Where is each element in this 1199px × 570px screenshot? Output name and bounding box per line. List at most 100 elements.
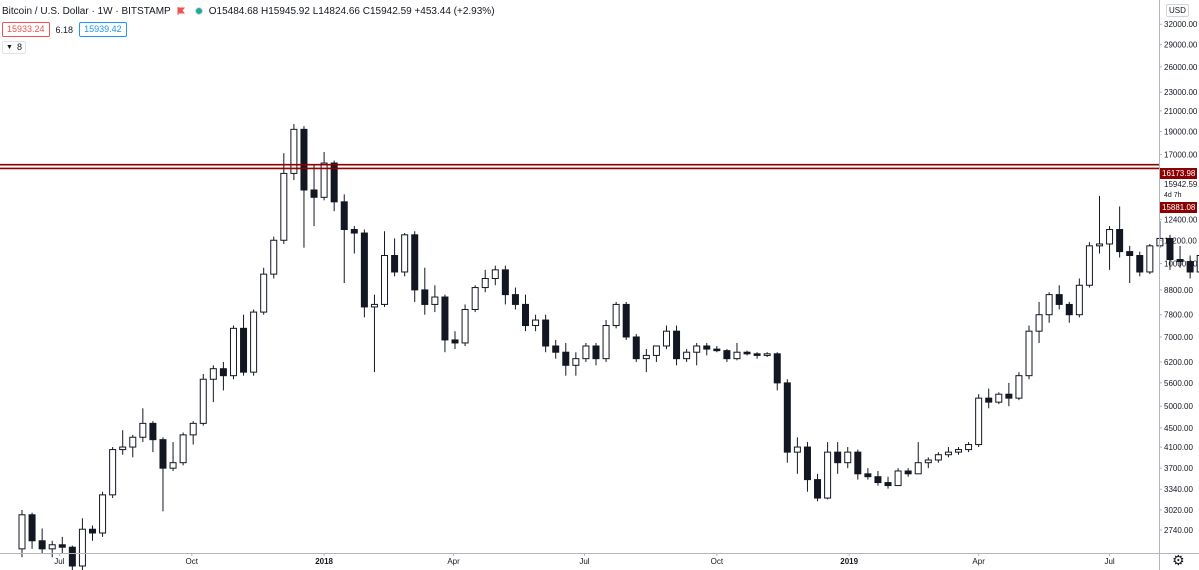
candle-body-up	[532, 319, 540, 327]
candle-body-down	[1055, 294, 1063, 305]
candle	[723, 349, 731, 362]
spread-value: 6.18	[55, 24, 74, 35]
candle-body-up	[78, 528, 86, 567]
price-axis-label: 21000.00	[1164, 107, 1198, 116]
candle-body-down	[411, 234, 419, 291]
indicators-count: 8	[16, 42, 22, 52]
candle-body-up	[612, 303, 620, 327]
candle-body-up	[763, 353, 771, 356]
candle-body-down	[783, 382, 791, 453]
candle-body-down	[743, 351, 751, 355]
candle-body-up	[320, 162, 328, 198]
candle-body-up	[189, 422, 197, 436]
candle	[622, 301, 630, 340]
candle-body-down	[522, 303, 529, 327]
candle	[431, 285, 439, 313]
candle-body-down	[68, 546, 76, 567]
price-axis-label: 10000.00	[1164, 260, 1198, 269]
candle-body-down	[1126, 251, 1134, 257]
candle	[421, 267, 429, 315]
candle-body-down	[854, 451, 862, 475]
plot-background[interactable]	[0, 0, 1159, 553]
candle	[129, 434, 137, 458]
candle-body-up	[733, 351, 741, 360]
candle-body-down	[219, 368, 227, 377]
candle-body-down	[88, 528, 96, 534]
flag-icon[interactable]	[177, 7, 185, 15]
candle-body-up	[109, 449, 117, 496]
candle	[28, 512, 36, 549]
candle	[461, 304, 469, 346]
candle	[109, 447, 117, 499]
time-axis[interactable]: JulOct2018AprJulOct2019AprJulOct2020AprJ…	[54, 553, 1199, 566]
buy-price-button[interactable]: 15939.42	[79, 22, 127, 37]
candle-body-up	[431, 296, 439, 305]
sell-price-button[interactable]: 15933.24	[2, 22, 50, 37]
candle-body-down	[864, 473, 872, 478]
candle	[340, 194, 348, 283]
candle-body-up	[1196, 255, 1199, 273]
candle	[219, 361, 227, 391]
candle	[381, 231, 389, 307]
gear-icon[interactable]: ⚙	[1172, 552, 1185, 568]
candle	[139, 408, 147, 443]
candle	[209, 365, 217, 403]
candle	[944, 447, 952, 458]
price-axis-label: 19000.00	[1164, 128, 1198, 137]
upper-line-price-tag: 16173.98	[1160, 168, 1198, 179]
candle	[1176, 245, 1184, 268]
candle-body-up	[1045, 294, 1053, 316]
candle-body-up	[1085, 245, 1093, 286]
candle	[924, 457, 932, 469]
price-axis-label: 32000.00	[1164, 20, 1198, 29]
candle-body-down	[511, 294, 519, 305]
horizontal-lines-group[interactable]	[0, 163, 1159, 170]
candle	[673, 325, 681, 366]
candle-body-up	[602, 325, 610, 360]
candle	[1065, 301, 1073, 323]
candle	[642, 349, 650, 373]
candle-body-down	[310, 189, 318, 198]
candle-body-down	[1005, 393, 1013, 399]
candle-body-up	[975, 397, 983, 446]
candle	[250, 309, 258, 376]
candle-body-down	[1065, 303, 1073, 316]
currency-button[interactable]: USD	[1166, 4, 1189, 17]
candle-body-down	[1136, 255, 1144, 273]
candle	[360, 229, 368, 318]
price-axis-label: 11200.00	[1164, 236, 1197, 245]
indicators-toggle[interactable]: ▼ 8	[2, 41, 26, 54]
price-axis-label: 7000.00	[1164, 333, 1193, 342]
bid-ask-row: 15933.24 6.18 15939.42	[2, 22, 127, 37]
candle-body-up	[481, 278, 489, 289]
price-axis[interactable]: 32000.00 29000.00 26000.00 23000.00 21000.00…	[1159, 20, 1198, 535]
candle-body-down	[28, 514, 36, 542]
candles-group	[18, 124, 1199, 570]
candle-body-down	[753, 353, 761, 356]
candle	[320, 151, 328, 201]
candle	[290, 124, 298, 181]
candle	[481, 269, 489, 293]
candle-body-up	[229, 327, 237, 377]
market-status-icon[interactable]	[194, 7, 203, 15]
candle	[652, 345, 660, 362]
candle-body-up	[1106, 229, 1114, 245]
candle-body-down	[773, 353, 781, 384]
candle-body-down	[814, 479, 822, 499]
lower-line-price-tag: 15881.08	[1160, 202, 1198, 213]
price-axis-label: 8800.00	[1164, 286, 1193, 295]
candle-body-down	[803, 446, 811, 481]
candle-body-up	[381, 255, 389, 305]
candle-body-up	[48, 544, 56, 550]
candle-body-down	[340, 201, 348, 231]
candle	[1085, 242, 1093, 288]
candle-body-up	[572, 358, 580, 366]
candle	[350, 226, 358, 254]
candle	[733, 342, 741, 361]
candle-body-up	[169, 462, 177, 469]
symbol-title[interactable]: Bitcoin / U.S. Dollar · 1W · BITSTAMP	[2, 5, 171, 17]
time-axis-label: Jul	[54, 557, 64, 566]
time-axis-label: Jul	[1104, 557, 1114, 566]
